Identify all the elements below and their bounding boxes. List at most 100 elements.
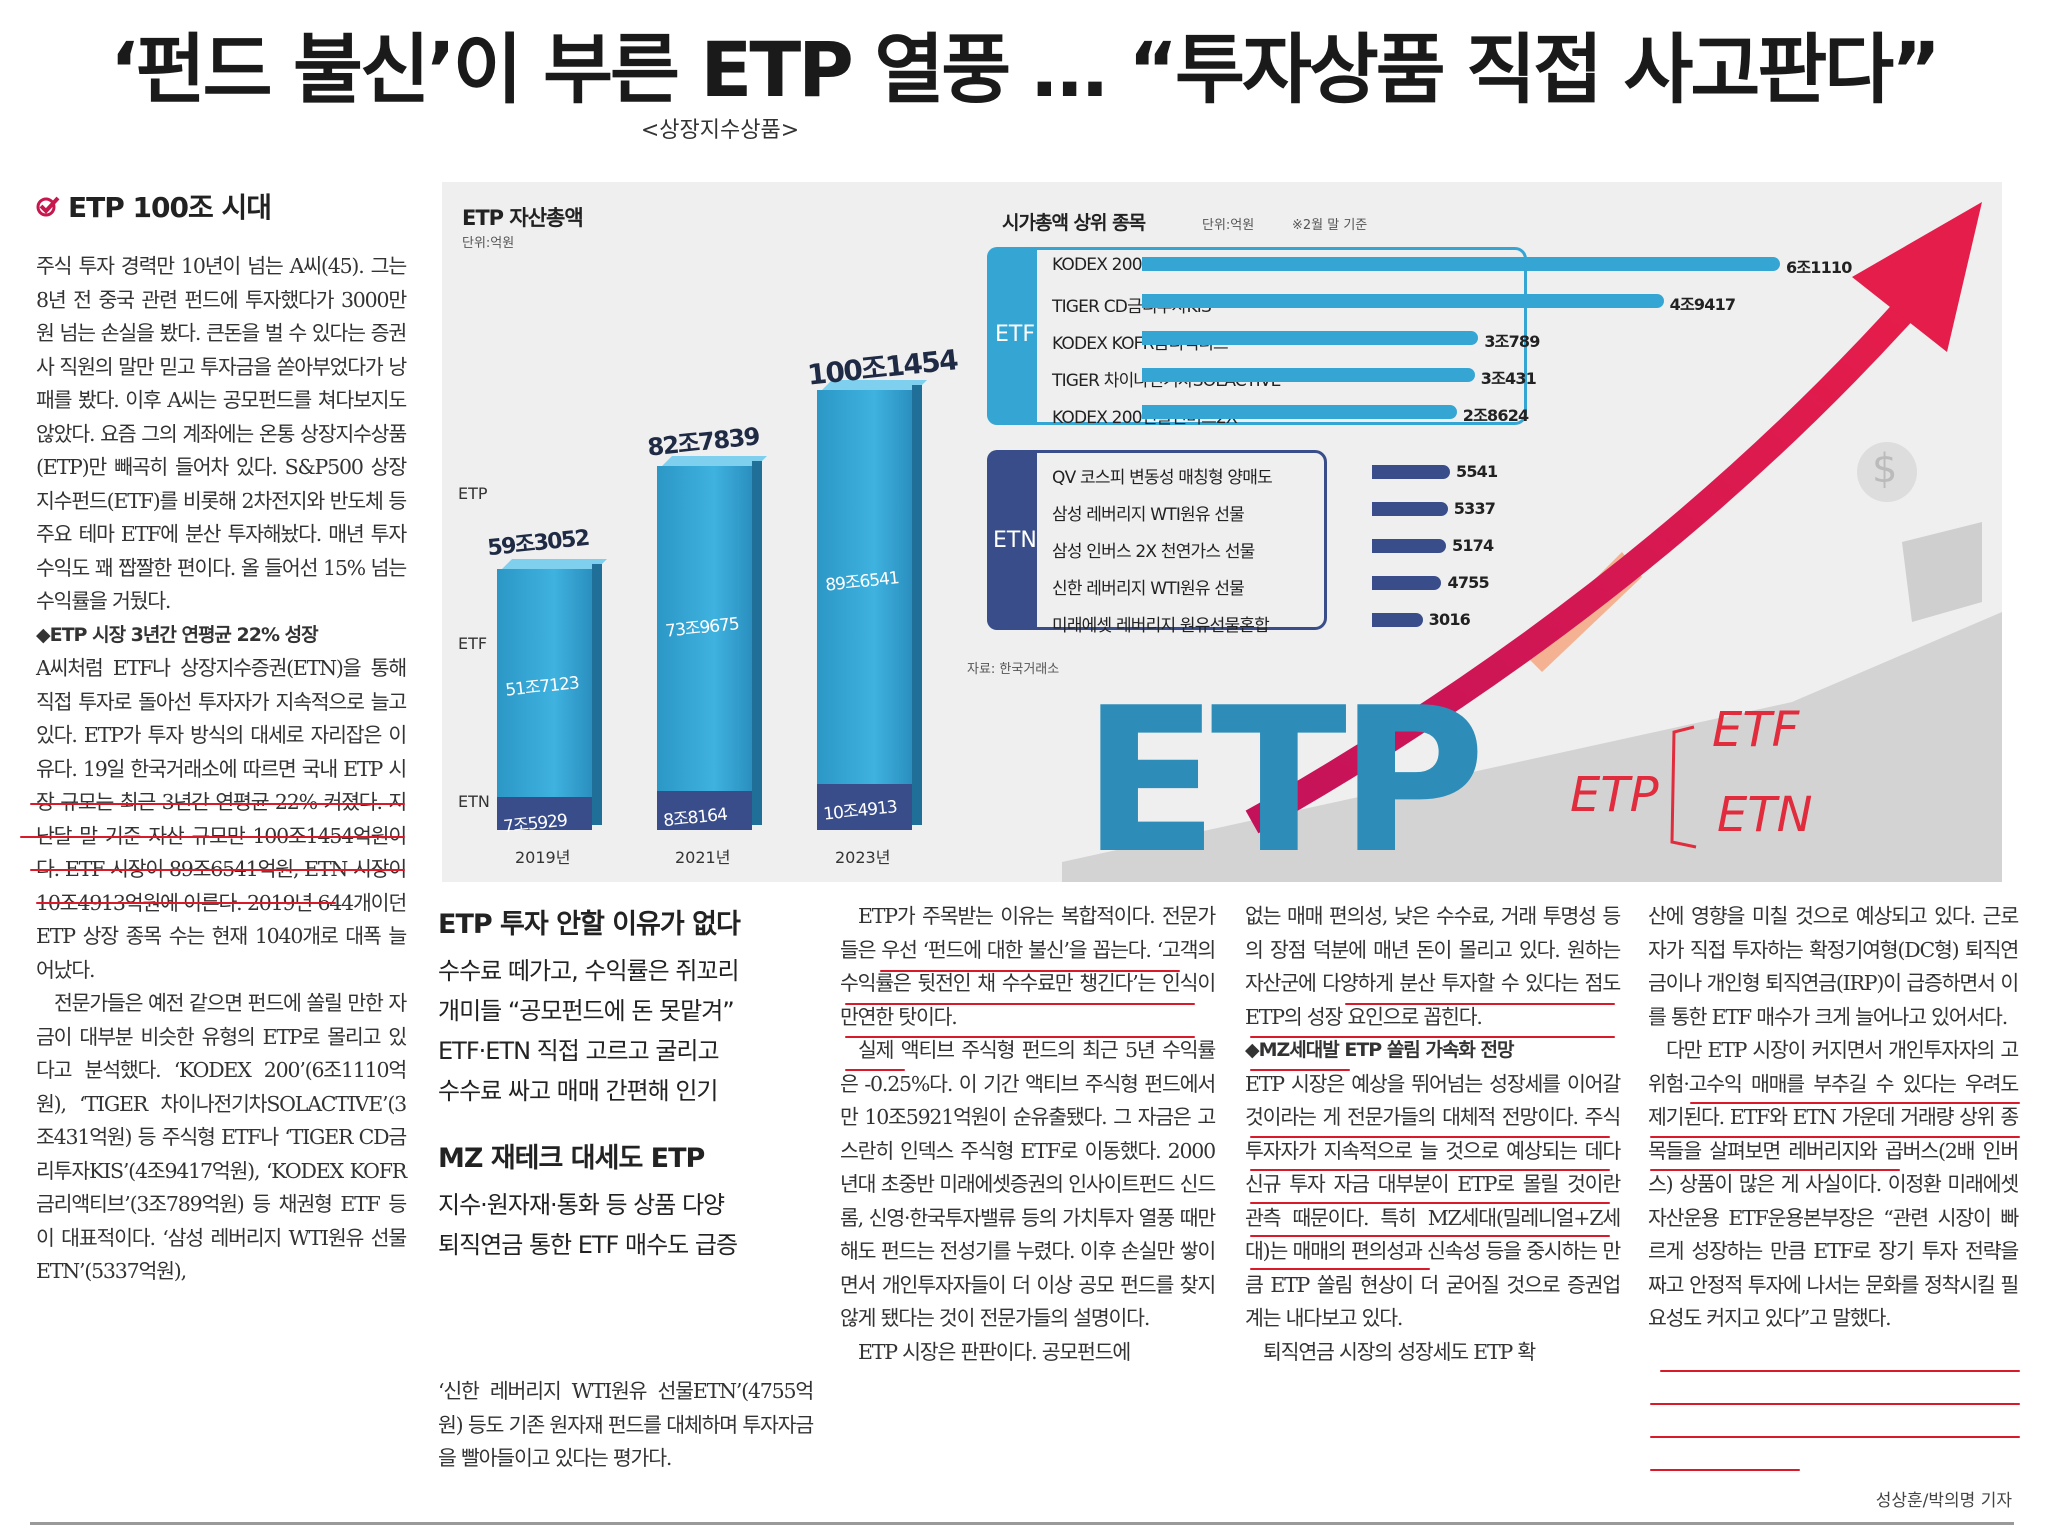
holding-label: 삼성 인버스 2X 천연가스 선물 — [1052, 542, 1255, 562]
bar-etf — [817, 390, 912, 784]
bottom-rule — [30, 1522, 2014, 1525]
etf-group-frame — [987, 247, 1527, 425]
check-icon — [36, 191, 60, 224]
red-underline — [845, 1003, 1195, 1005]
column-3: ETP가 주목받는 이유는 복합적이다. 전문가들은 우선 ‘펀드에 대한 불신… — [840, 900, 1216, 1369]
holding-bar — [1142, 294, 1664, 308]
subhead-5: 수수료 싸고 매매 간편해 인기 — [438, 1077, 718, 1105]
subhead-3: 개미들 “공모펀드에 돈 못맡겨” — [438, 997, 735, 1025]
bar-etn — [817, 783, 912, 830]
column-5: 산에 영향을 미칠 것으로 예상되고 있다. 근로자가 직접 투자하는 확정기여… — [1648, 900, 2019, 1336]
red-underline — [1650, 1136, 2020, 1138]
red-underline — [20, 836, 405, 838]
red-underline — [1660, 1370, 2020, 1372]
holding-value: 2조8624 — [1462, 406, 1529, 425]
holding-bar — [1372, 613, 1423, 627]
red-underline — [1690, 1102, 2020, 1104]
red-underline — [1250, 1036, 1615, 1038]
bar-etf — [497, 569, 592, 797]
subhead-2: 수수료 떼가고, 수익률은 쥐꼬리 — [438, 957, 740, 985]
holding-value: 6조1110 — [1786, 258, 1852, 277]
bar-side-face — [752, 461, 762, 825]
paragraph: 주식 투자 경력만 10년이 넘는 A씨(45). 그는 8년 전 중국 관련 … — [36, 254, 407, 613]
etf-group-label: ETF — [995, 322, 1035, 347]
holding-value: 3016 — [1428, 610, 1471, 629]
chart-unit-assets: 단위:억원 — [462, 236, 515, 251]
handwritten-etn: ETN — [1717, 787, 1813, 843]
bar-side-face — [912, 385, 922, 825]
paragraph: 전문가들은 예전 같으면 펀드에 쏠릴 만한 자금이 대부분 비슷한 유형의 E… — [36, 991, 407, 1283]
headline: ‘펀드 불신’이 부른 ETP 열풍 … “투자상품 직접 사고판다” — [109, 25, 1941, 114]
red-underline — [1250, 1136, 1610, 1138]
handwritten-bracket — [1670, 725, 1697, 849]
holding-bar — [1372, 502, 1448, 516]
section-title-text: ETP 100조 시대 — [68, 191, 272, 224]
holding-value: 5174 — [1452, 536, 1494, 555]
holding-bar — [1372, 576, 1442, 590]
paragraph: 산에 영향을 미칠 것으로 예상되고 있다. 근로자가 직접 투자하는 확정기여… — [1648, 904, 2019, 1029]
holding-value: 3조789 — [1484, 332, 1540, 351]
bar-category: 2021년 — [675, 848, 731, 867]
holding-value: 4755 — [1447, 573, 1489, 592]
arrow-graphic: $ — [1062, 202, 2002, 882]
holding-label: 미래에셋 레버리지 원유선물혼합 — [1052, 616, 1270, 636]
holding-label: QV 코스피 변동성 매칭형 양매도 — [1052, 468, 1273, 488]
chart-source: 자료: 한국거래소 — [967, 662, 1060, 677]
subhead-1: ETP 투자 안할 이유가 없다 — [438, 909, 741, 940]
etn-group-frame — [987, 450, 1327, 630]
holding-bar — [1142, 405, 1457, 419]
legend-etn-label: ETN — [458, 792, 490, 811]
holding-value: 5541 — [1456, 462, 1498, 481]
red-underline — [1250, 1169, 1610, 1171]
holding-bar — [1372, 465, 1450, 479]
bar-side-face — [592, 564, 602, 825]
red-underline — [845, 1036, 1195, 1038]
paragraph: A씨처럼 ETF나 상장지수증권(ETN)을 통해 직접 투자로 돌아선 투자자… — [36, 656, 407, 982]
etn-group-label: ETN — [993, 528, 1037, 553]
chart-title-assets: ETP 자산총액 — [462, 206, 584, 230]
section-heading: ◆ETP 시장 3년간 연평균 22% 성장 — [36, 623, 319, 646]
handwritten-etf: ETF — [1712, 702, 1800, 758]
handwritten-etp: ETP — [1570, 767, 1659, 823]
etn-group-tab — [987, 450, 1037, 630]
paragraph: ETP가 주목받는 이유는 복합적이다. 전문가들은 우선 ‘펀드에 대한 불신… — [840, 904, 1216, 1029]
paragraph: 퇴직연금 시장의 성장세도 ETP 확 — [1263, 1339, 1536, 1364]
holding-label: 삼성 레버리지 WTI원유 선물 — [1052, 505, 1245, 525]
paragraph: ETP 시장은 예상을 뛰어넘는 성장세를 이어갈 것이라는 게 전문가들의 대… — [1245, 1071, 1621, 1331]
svg-text:$: $ — [1872, 446, 1897, 492]
holding-bar — [1142, 368, 1475, 382]
infographic: $ ETP 자산총액 단위:억원 ETP ETF ETN 시가총액 상위 종목 … — [442, 182, 2002, 882]
subhead-8: 퇴직연금 통한 ETF 매수도 급증 — [438, 1231, 738, 1259]
holding-label: KODEX 200 — [1052, 255, 1143, 275]
total-label: ETP — [458, 484, 488, 503]
section-title: ETP 100조 시대 — [36, 186, 272, 226]
chart-note-top: ※2월 말 기준 — [1292, 218, 1368, 233]
red-underline — [1250, 1268, 1430, 1270]
column-2-text: ‘신한 레버리지 WTI원유 선물ETN’(4755억원) 등도 기존 원자재 … — [438, 1375, 814, 1476]
subhead: <상장지수상품> — [640, 118, 800, 143]
holding-value: 3조431 — [1480, 369, 1537, 388]
subhead-4: ETF·ETN 직접 고르고 굴리고 — [438, 1037, 720, 1065]
red-underline — [1250, 1235, 1610, 1237]
bar-category: 2023년 — [835, 848, 891, 867]
bar-category: 2019년 — [515, 848, 571, 867]
red-underline — [1250, 1202, 1610, 1204]
bar-etn — [657, 791, 752, 830]
holding-bar — [1142, 331, 1479, 345]
red-underline — [36, 902, 336, 904]
paragraph: ETP 시장은 판판이다. 공모펀드에 — [858, 1339, 1131, 1364]
section-heading: ◆MZ세대발 ETP 쏠림 가속화 전망 — [1245, 1039, 1514, 1061]
red-underline — [845, 1069, 905, 1071]
red-underline — [30, 803, 405, 805]
holding-value: 4조9417 — [1669, 295, 1736, 314]
red-underline — [1345, 1003, 1615, 1005]
paragraph: ‘신한 레버리지 WTI원유 선물ETN’(4755억원) 등도 기존 원자재 … — [438, 1379, 814, 1470]
red-underline — [1650, 1436, 2020, 1438]
subhead-6: MZ 재테크 대세도 ETP — [438, 1143, 705, 1174]
legend-etf-label: ETF — [458, 634, 488, 653]
red-underline — [30, 869, 405, 871]
column-1: 주식 투자 경력만 10년이 넘는 A씨(45). 그는 8년 전 중국 관련 … — [36, 250, 407, 1289]
column-2-subheads: ETP 투자 안할 이유가 없다 수수료 떼가고, 수익률은 쥐꼬리 개미들 “… — [438, 905, 818, 1265]
holding-value: 5337 — [1453, 499, 1496, 518]
red-underline — [1650, 1403, 2020, 1405]
